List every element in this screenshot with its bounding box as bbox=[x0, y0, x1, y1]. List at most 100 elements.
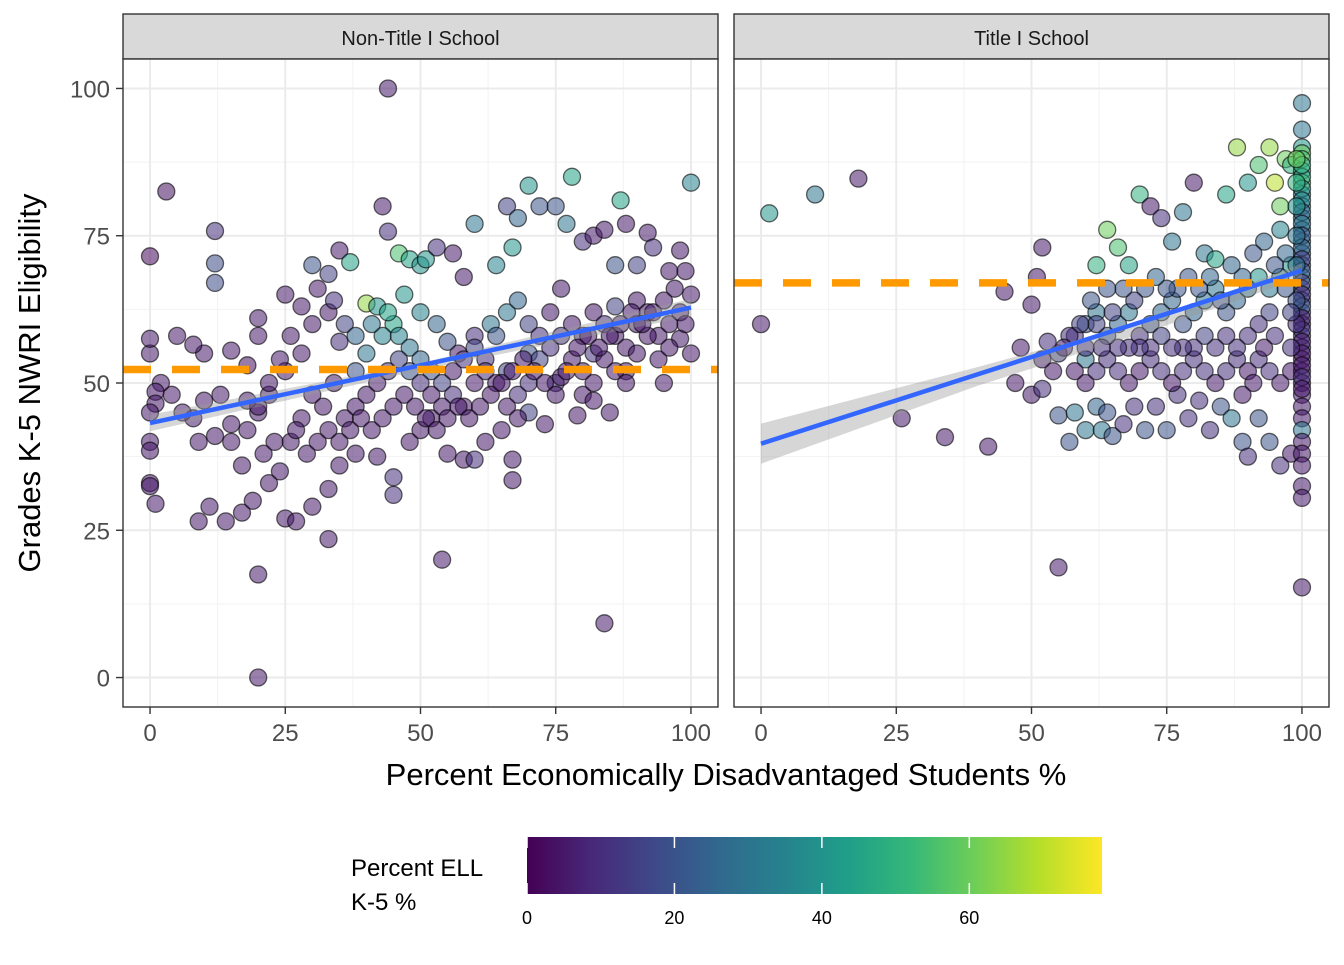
data-point bbox=[487, 326, 506, 346]
legend-tick-label: 40 bbox=[812, 908, 832, 928]
data-point bbox=[460, 409, 479, 428]
data-point bbox=[476, 432, 495, 452]
data-point bbox=[1049, 406, 1068, 425]
data-point bbox=[503, 450, 522, 469]
data-point bbox=[600, 326, 619, 346]
data-point bbox=[454, 267, 473, 287]
data-point bbox=[1071, 314, 1090, 334]
data-point bbox=[1087, 362, 1106, 381]
data-point bbox=[649, 350, 668, 369]
data-point bbox=[1043, 362, 1063, 381]
data-point bbox=[519, 314, 538, 334]
data-point bbox=[1130, 362, 1149, 381]
x-tick-label: 75 bbox=[542, 720, 569, 747]
data-point bbox=[1195, 362, 1214, 381]
data-point bbox=[303, 256, 322, 275]
data-point bbox=[487, 256, 506, 275]
data-point bbox=[1260, 303, 1279, 322]
data-point bbox=[1103, 303, 1122, 322]
data-point bbox=[530, 197, 549, 216]
data-point bbox=[643, 238, 663, 257]
data-point bbox=[308, 279, 327, 298]
data-point bbox=[562, 167, 582, 186]
data-point bbox=[1292, 120, 1312, 139]
data-point bbox=[1162, 373, 1182, 393]
x-tick-label: 25 bbox=[883, 720, 910, 747]
data-point bbox=[373, 409, 392, 428]
data-point bbox=[535, 373, 555, 393]
data-point bbox=[508, 208, 528, 228]
data-point bbox=[805, 185, 825, 204]
data-point bbox=[935, 428, 955, 447]
data-point bbox=[1281, 338, 1301, 357]
data-point bbox=[438, 332, 457, 351]
data-point bbox=[470, 397, 490, 416]
data-point bbox=[1103, 426, 1122, 446]
data-point bbox=[654, 373, 674, 393]
data-point bbox=[1249, 409, 1268, 428]
panel-grid bbox=[734, 59, 1329, 707]
data-point bbox=[194, 391, 214, 410]
data-point bbox=[1157, 420, 1176, 440]
data-point bbox=[535, 415, 555, 434]
data-point bbox=[140, 247, 160, 266]
data-point bbox=[1184, 173, 1203, 192]
data-point bbox=[1292, 488, 1312, 508]
data-point bbox=[259, 373, 279, 393]
y-tick-label: 0 bbox=[97, 666, 110, 693]
data-point bbox=[1195, 326, 1214, 346]
data-point bbox=[432, 550, 452, 569]
data-point bbox=[384, 397, 403, 416]
panel-strip-label: Non-Title I School bbox=[341, 28, 499, 50]
data-point bbox=[568, 338, 587, 357]
data-point bbox=[595, 614, 614, 633]
data-point bbox=[222, 415, 241, 434]
data-point bbox=[313, 397, 333, 416]
panel-strip bbox=[122, 13, 719, 60]
data-point bbox=[1292, 456, 1312, 475]
color-legend: Percent ELL K-5 % 0 20 40 60 bbox=[351, 837, 1102, 928]
data-point bbox=[1254, 338, 1274, 357]
data-point bbox=[1065, 362, 1084, 381]
data-point bbox=[1125, 291, 1144, 310]
legend-tick-label: 0 bbox=[522, 908, 532, 928]
data-point bbox=[319, 420, 338, 440]
data-point bbox=[205, 426, 225, 446]
data-point bbox=[1076, 373, 1095, 393]
data-point bbox=[324, 291, 344, 310]
data-point bbox=[330, 332, 349, 351]
data-point bbox=[432, 373, 452, 393]
data-point bbox=[249, 668, 268, 687]
data-point bbox=[140, 329, 160, 348]
data-point bbox=[249, 309, 268, 328]
data-point bbox=[654, 291, 674, 310]
legend-title-line-1: Percent ELL bbox=[351, 855, 483, 882]
data-point bbox=[259, 473, 279, 493]
data-point bbox=[1265, 173, 1285, 192]
data-point bbox=[1260, 138, 1279, 157]
data-point bbox=[1271, 373, 1290, 393]
data-point bbox=[292, 297, 311, 316]
data-point bbox=[1200, 420, 1220, 440]
data-point bbox=[892, 409, 911, 428]
data-point bbox=[449, 397, 468, 416]
data-point bbox=[508, 409, 528, 428]
data-point bbox=[438, 444, 457, 463]
data-point bbox=[362, 420, 381, 440]
data-point bbox=[751, 314, 771, 334]
data-point bbox=[205, 221, 225, 241]
data-point bbox=[140, 476, 160, 496]
data-point bbox=[1287, 226, 1306, 245]
data-point bbox=[443, 244, 463, 263]
data-point bbox=[1217, 185, 1236, 204]
data-point bbox=[1200, 267, 1220, 287]
data-point bbox=[1173, 314, 1193, 334]
data-point bbox=[1152, 208, 1171, 228]
data-point bbox=[362, 314, 381, 334]
data-point bbox=[189, 512, 208, 531]
data-point bbox=[1087, 256, 1106, 275]
points-group bbox=[751, 94, 1312, 597]
panel-strip-label: Title I School bbox=[974, 28, 1089, 50]
